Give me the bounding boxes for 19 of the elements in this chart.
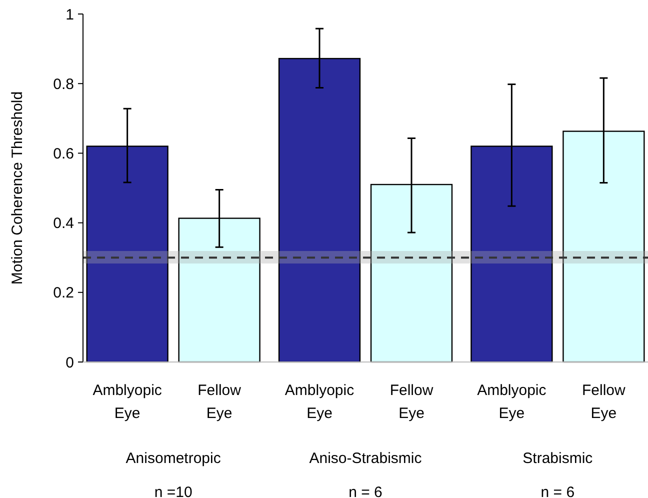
text: n = 6 <box>348 484 382 498</box>
y-tick-label: 1 <box>66 6 74 24</box>
y-tick-label: 0.2 <box>53 284 74 302</box>
text: Amblyopic Eye <box>477 382 546 422</box>
text: Fellow Eye <box>582 382 626 422</box>
y-tick-label: 0 <box>66 354 74 372</box>
series-label: Amblyopic Eye <box>92 382 162 422</box>
x-tick-label: Anisometropic <box>126 450 222 467</box>
y-tick-label: 0.4 <box>53 215 74 232</box>
y-tick-label: 0.8 <box>53 76 74 93</box>
text: n = 6 <box>540 484 575 498</box>
y-axis-title: Motion Coherence Threshold <box>9 91 26 285</box>
x-tick-label: Strabismic <box>522 450 594 467</box>
text: Amblyopic Eye <box>284 382 354 422</box>
x-tick-label: Aniso-Strabismic <box>309 450 422 467</box>
y-tick-label: 0.6 <box>53 145 74 162</box>
text: n =10 <box>154 484 192 498</box>
series-label: Fellow Eye <box>198 382 242 422</box>
text: Fellow Eye <box>390 382 434 422</box>
